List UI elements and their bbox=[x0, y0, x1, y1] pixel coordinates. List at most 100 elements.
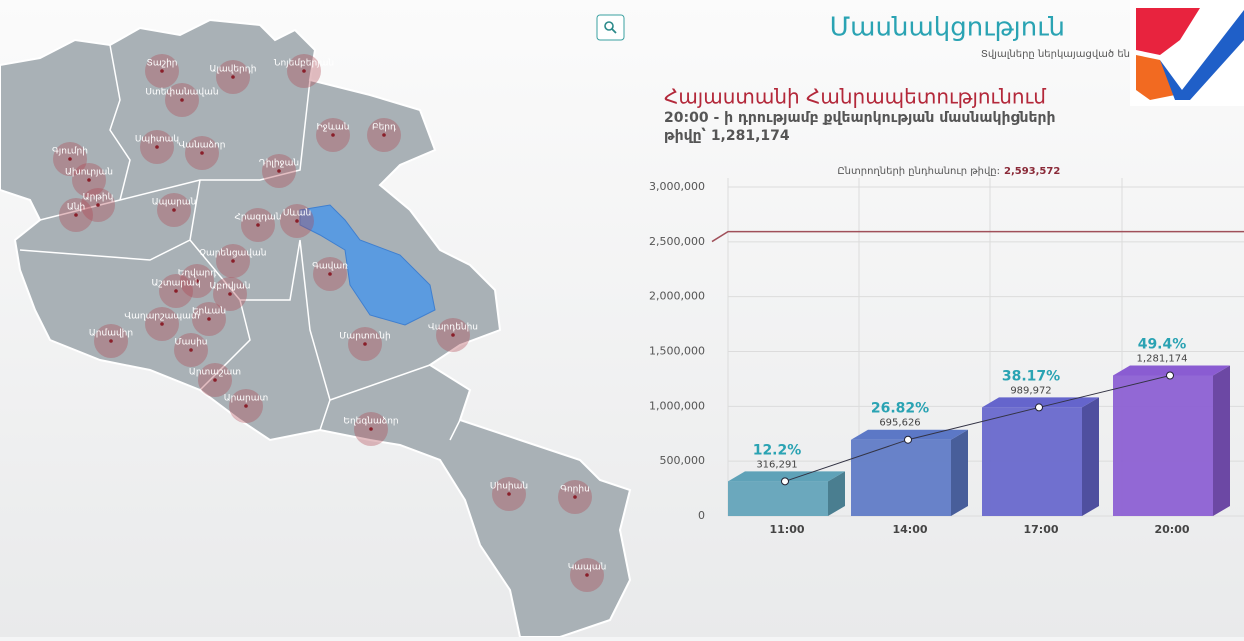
x-tick-label: 20:00 bbox=[1154, 523, 1189, 536]
city-dot bbox=[74, 213, 78, 217]
city-dot bbox=[109, 339, 113, 343]
city-dot bbox=[96, 203, 100, 207]
city-dot bbox=[189, 348, 193, 352]
city-label: Մասիս bbox=[174, 338, 207, 348]
trend-point bbox=[781, 477, 789, 486]
city-dot bbox=[160, 69, 164, 73]
city-dot bbox=[451, 333, 455, 337]
map-shape bbox=[0, 18, 632, 638]
bar bbox=[982, 407, 1082, 516]
page-title: Մասնակցություն bbox=[830, 13, 1065, 43]
city-dot bbox=[363, 342, 367, 346]
city-label: Նոյեմբերյան bbox=[274, 59, 334, 69]
city-dot bbox=[369, 427, 373, 431]
city-dot bbox=[213, 378, 217, 382]
city-label: Սևան bbox=[283, 209, 311, 219]
city-label: Անի bbox=[67, 203, 85, 213]
zoom-icon bbox=[604, 21, 614, 31]
city-label: Սիսիան bbox=[490, 482, 528, 492]
city-dot bbox=[207, 317, 211, 321]
value-label: 695,626 bbox=[879, 418, 920, 429]
value-label: 1,281,174 bbox=[1137, 353, 1188, 364]
logo-part bbox=[1160, 10, 1244, 100]
y-tick-label: 2,500,000 bbox=[649, 235, 705, 248]
region-borders bbox=[19, 44, 461, 441]
city-dot bbox=[231, 75, 235, 79]
city-label: Ախուրյան bbox=[65, 168, 113, 178]
logo-part bbox=[1136, 55, 1175, 100]
logo-part bbox=[1136, 8, 1200, 55]
bar bbox=[851, 439, 951, 516]
city-dot bbox=[331, 133, 335, 137]
city-label: Գորիս bbox=[560, 485, 590, 495]
value-label: 316,291 bbox=[756, 459, 797, 470]
trend-point bbox=[1035, 403, 1043, 412]
city-label: Չարենցավան bbox=[200, 249, 267, 259]
x-tick-label: 14:00 bbox=[892, 523, 927, 536]
city-dot bbox=[174, 289, 178, 293]
percent-label: 49.4% bbox=[1138, 336, 1187, 352]
city-dot bbox=[68, 157, 72, 161]
zoom-icon-handle bbox=[611, 28, 617, 34]
city-label: Արարատ bbox=[224, 394, 269, 404]
city-label: Վարդենիս bbox=[428, 323, 478, 333]
bar-side bbox=[1213, 365, 1230, 516]
bar-side bbox=[1082, 397, 1099, 516]
y-tick-label: 3,000,000 bbox=[649, 180, 705, 193]
city-dot bbox=[382, 133, 386, 137]
city-label: Գյումրի bbox=[52, 147, 88, 157]
city-label: Եղվարդ bbox=[178, 269, 216, 279]
city-label: Ստեփանավան bbox=[145, 88, 218, 98]
city-label: Տաշիր bbox=[146, 59, 177, 69]
city-dot bbox=[277, 169, 281, 173]
trend-point bbox=[904, 435, 912, 444]
city-label: Դիլիջան bbox=[259, 159, 299, 169]
city-dot bbox=[200, 151, 204, 155]
zoom-button[interactable] bbox=[596, 14, 625, 41]
city-label: Արմավիր bbox=[89, 329, 133, 339]
city-label: Աբովյան bbox=[210, 282, 251, 292]
y-tick-label: 0 bbox=[698, 509, 705, 522]
bar bbox=[1113, 375, 1213, 516]
summary-line: 20:00 - ի դրությամբ քվեարկության մասնակի… bbox=[664, 110, 1056, 126]
bar-top bbox=[728, 471, 845, 482]
city-dot bbox=[507, 492, 511, 496]
bar-top bbox=[1113, 365, 1230, 376]
city-label: Երևան bbox=[192, 307, 226, 317]
y-tick-label: 500,000 bbox=[660, 454, 706, 467]
bar-side bbox=[828, 471, 845, 516]
city-label: Բերդ bbox=[372, 123, 396, 133]
total-line bbox=[711, 230, 1244, 243]
bar-side bbox=[951, 429, 968, 516]
percent-label: 12.2% bbox=[753, 442, 802, 458]
city-label: Արտաշատ bbox=[189, 368, 241, 378]
city-dot bbox=[302, 69, 306, 73]
city-dot bbox=[160, 322, 164, 326]
city-dot bbox=[180, 98, 184, 102]
value-label: 989,972 bbox=[1010, 385, 1051, 396]
region-title: Հայաստանի Հանրապետությունում bbox=[664, 85, 1046, 109]
city-label: Գավառ bbox=[312, 262, 348, 272]
city-dot bbox=[573, 495, 577, 499]
y-tick-label: 1,500,000 bbox=[649, 345, 705, 358]
city-dot bbox=[231, 259, 235, 263]
percent-label: 26.82% bbox=[871, 401, 929, 417]
trend-line bbox=[784, 375, 1171, 482]
city-label: Ապարան bbox=[152, 198, 197, 208]
y-tick-label: 2,000,000 bbox=[649, 290, 705, 303]
city-dot bbox=[172, 208, 176, 212]
lake-sevan bbox=[299, 204, 436, 326]
city-dot bbox=[195, 279, 199, 283]
x-tick-label: 17:00 bbox=[1023, 523, 1058, 536]
page-note: Տվյալները ներկայացված են bbox=[981, 49, 1130, 60]
city-label: Եղեգնաձոր bbox=[343, 417, 398, 427]
city-dot bbox=[256, 223, 260, 227]
city-label: Վանաձոր bbox=[179, 141, 226, 151]
city-label: Վաղարշապատ bbox=[124, 312, 199, 322]
city-label: Մարտունի bbox=[339, 332, 390, 342]
total-label: Ընտրողների ընդհանուր թիվը: bbox=[837, 166, 1000, 177]
percent-label: 38.17% bbox=[1002, 368, 1060, 384]
city-label: Աշտարակ bbox=[151, 279, 200, 289]
trend-point bbox=[1166, 371, 1174, 380]
